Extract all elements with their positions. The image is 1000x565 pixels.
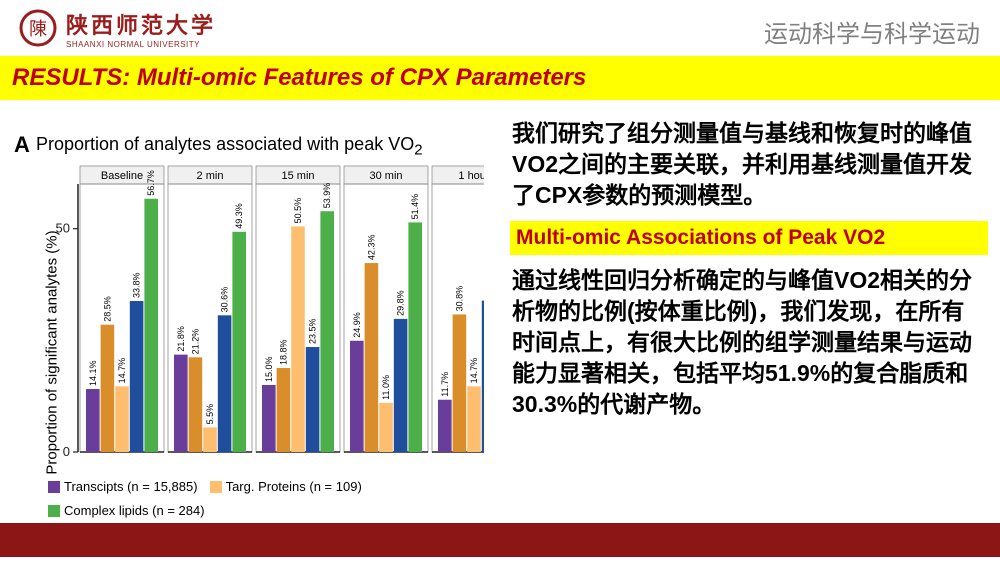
svg-text:51.4%: 51.4% bbox=[410, 194, 420, 220]
svg-text:5.5%: 5.5% bbox=[205, 404, 215, 425]
svg-text:53.9%: 53.9% bbox=[322, 183, 332, 209]
svg-text:1 hour: 1 hour bbox=[458, 170, 484, 182]
svg-text:0: 0 bbox=[63, 444, 70, 459]
legend-swatch bbox=[210, 481, 222, 493]
legend-item: Complex lipids (n = 284) bbox=[48, 500, 205, 522]
svg-text:23.5%: 23.5% bbox=[308, 319, 318, 345]
svg-text:14.1%: 14.1% bbox=[88, 360, 98, 386]
svg-text:30.8%: 30.8% bbox=[454, 286, 464, 312]
university-logo: 陳 bbox=[18, 8, 58, 53]
svg-text:50.5%: 50.5% bbox=[293, 198, 303, 224]
svg-text:50: 50 bbox=[56, 221, 70, 236]
svg-text:33.8%: 33.8% bbox=[132, 272, 142, 298]
svg-text:30 min: 30 min bbox=[369, 170, 402, 182]
university-name-cn: 陕西师范大学 bbox=[66, 8, 216, 40]
title-bar: RESULTS: Multi-omic Features of CPX Para… bbox=[0, 56, 1000, 100]
svg-text:30.6%: 30.6% bbox=[220, 287, 230, 313]
legend-label: Transcipts (n = 15,885) bbox=[64, 476, 198, 498]
svg-text:28.5%: 28.5% bbox=[102, 296, 112, 322]
header: 陳 陕西师范大学 SHAANXI NORMAL UNIVERSITY 运动科学与… bbox=[0, 0, 1000, 56]
chart-title: Proportion of analytes associated with p… bbox=[36, 134, 423, 159]
svg-text:49.3%: 49.3% bbox=[234, 203, 244, 229]
svg-text:24.9%: 24.9% bbox=[352, 312, 362, 338]
svg-text:15.0%: 15.0% bbox=[264, 356, 274, 382]
legend-item: Transcipts (n = 15,885) bbox=[48, 476, 198, 498]
paragraph-2: 通过线性回归分析确定的与峰值VO2相关的分析物的比例(按体重比例)，我们发现，在… bbox=[512, 265, 984, 420]
svg-text:11.7%: 11.7% bbox=[440, 372, 450, 397]
legend-swatch bbox=[48, 505, 60, 517]
svg-text:15 min: 15 min bbox=[281, 170, 314, 182]
svg-text:56.7%: 56.7% bbox=[146, 170, 156, 196]
svg-text:29.8%: 29.8% bbox=[396, 290, 406, 316]
svg-text:21.2%: 21.2% bbox=[190, 329, 200, 355]
panel-letter: A bbox=[14, 132, 30, 158]
subheading-text: Multi-omic Associations of Peak VO2 bbox=[516, 226, 885, 250]
university-name-en: SHAANXI NORMAL UNIVERSITY bbox=[66, 40, 216, 49]
legend-label: Targ. Proteins (n = 109) bbox=[226, 476, 362, 498]
paragraph-1: 我们研究了组分测量值与基线和恢复时的峰值VO2之间的主要关联，并利用基线测量值开… bbox=[512, 118, 984, 211]
svg-text:2 min: 2 min bbox=[197, 170, 224, 182]
svg-text:18.8%: 18.8% bbox=[278, 339, 288, 365]
svg-text:14.7%: 14.7% bbox=[117, 358, 127, 384]
slide-title: RESULTS: Multi-omic Features of CPX Para… bbox=[12, 64, 586, 92]
svg-text:14.7%: 14.7% bbox=[469, 358, 479, 384]
text-column: 我们研究了组分测量值与基线和恢复时的峰值VO2之间的主要关联，并利用基线测量值开… bbox=[510, 118, 990, 430]
legend-swatch bbox=[48, 481, 60, 493]
university-name: 陕西师范大学 SHAANXI NORMAL UNIVERSITY bbox=[66, 8, 216, 49]
bottom-band bbox=[0, 523, 1000, 557]
bar-chart: 0 50 Baseline 14.1% 28.5% 14.7% 33.8% 56.7% 2 mi… bbox=[50, 162, 484, 472]
svg-text:陳: 陳 bbox=[29, 19, 47, 39]
svg-text:Baseline: Baseline bbox=[101, 170, 143, 182]
legend-label: Complex lipids (n = 284) bbox=[64, 500, 205, 522]
header-topic: 运动科学与科学运动 bbox=[764, 14, 980, 49]
subheading-bar: Multi-omic Associations of Peak VO2 bbox=[510, 221, 988, 255]
svg-text:11.0%: 11.0% bbox=[381, 375, 391, 400]
svg-text:21.8%: 21.8% bbox=[176, 326, 186, 352]
legend-item: Targ. Proteins (n = 109) bbox=[210, 476, 362, 498]
svg-text:42.3%: 42.3% bbox=[366, 235, 376, 261]
